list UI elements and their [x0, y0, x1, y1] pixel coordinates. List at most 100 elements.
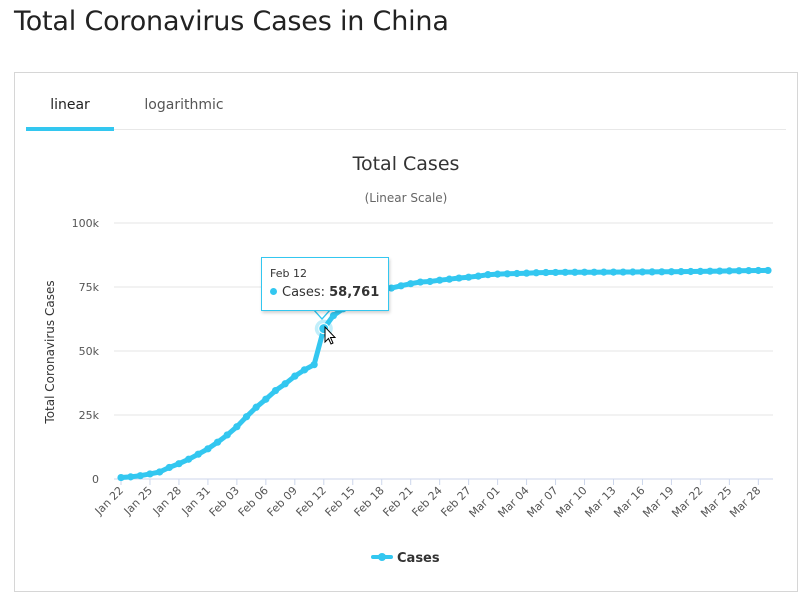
legend-label: Cases [397, 551, 440, 566]
data-point[interactable] [706, 267, 714, 275]
data-point[interactable] [522, 269, 531, 277]
data-point[interactable] [310, 361, 318, 369]
x-tick-label: Mar 16 [611, 484, 647, 520]
tooltip-series-name: Cases [282, 285, 321, 300]
data-point[interactable] [580, 268, 589, 276]
data-point[interactable] [223, 431, 231, 439]
data-point[interactable] [146, 470, 154, 478]
tooltip-line: Cases: 58,761 [270, 285, 379, 300]
page-title: Total Coronavirus Cases in China [14, 6, 449, 37]
y-tick-label: 25k [79, 409, 100, 422]
data-point[interactable] [735, 267, 743, 275]
x-tick-label: Feb 24 [409, 484, 444, 519]
x-tick-label: Feb 09 [265, 484, 300, 519]
data-point[interactable] [426, 277, 434, 286]
data-point[interactable] [764, 266, 772, 275]
x-tick-label: Jan 25 [121, 484, 155, 518]
chart-panel: linear logarithmic [14, 72, 798, 592]
x-tick-label: Mar 19 [640, 484, 676, 520]
x-tick-label: Mar 10 [553, 484, 589, 520]
data-point[interactable] [233, 423, 241, 431]
x-tick-label: Feb 12 [294, 484, 329, 519]
data-point[interactable] [638, 268, 647, 276]
data-point[interactable] [445, 275, 453, 283]
data-point[interactable] [629, 268, 637, 276]
y-tick-label: 50k [79, 345, 100, 358]
data-tooltip: Feb 12 Cases: 58,761 [261, 257, 389, 311]
tooltip-value: 58,761 [329, 285, 380, 300]
data-point[interactable] [252, 403, 260, 411]
data-point[interactable] [609, 268, 618, 276]
data-point[interactable] [542, 268, 550, 277]
data-point[interactable] [455, 274, 463, 282]
data-point[interactable] [204, 445, 212, 453]
data-point[interactable] [165, 463, 173, 472]
data-point[interactable] [677, 268, 685, 276]
chart-title: Total Cases [352, 153, 460, 175]
data-point[interactable] [136, 472, 144, 480]
data-point[interactable] [474, 272, 482, 280]
data-point[interactable] [213, 438, 222, 446]
data-point[interactable] [436, 276, 444, 284]
data-point[interactable] [696, 267, 705, 276]
data-point[interactable] [127, 473, 135, 481]
data-point[interactable] [416, 278, 424, 286]
data-point[interactable] [300, 366, 309, 374]
data-point[interactable] [117, 473, 125, 482]
data-point[interactable] [397, 282, 405, 290]
data-point[interactable] [532, 269, 540, 277]
data-point[interactable] [407, 280, 415, 288]
x-tick-label: Feb 21 [380, 484, 415, 519]
legend-symbol-dot [378, 553, 386, 561]
y-tick-label: 75k [79, 281, 100, 294]
tooltip-date: Feb 12 [270, 267, 307, 280]
tab-linear[interactable]: linear [26, 97, 114, 131]
data-point[interactable] [465, 273, 473, 281]
data-point[interactable] [291, 372, 299, 380]
data-point[interactable] [503, 270, 511, 278]
data-point[interactable] [484, 271, 492, 279]
data-point[interactable] [658, 268, 666, 276]
data-point[interactable] [329, 311, 338, 320]
y-tick-label: 100k [72, 217, 100, 230]
data-point[interactable] [600, 268, 608, 276]
data-point[interactable] [571, 268, 579, 276]
data-point[interactable] [184, 455, 193, 463]
legend[interactable]: Cases [371, 551, 440, 566]
data-point[interactable] [687, 267, 695, 276]
data-point[interactable] [754, 266, 762, 275]
series-cases [117, 266, 772, 482]
data-point[interactable] [175, 460, 183, 468]
data-point[interactable] [281, 380, 289, 388]
data-point[interactable] [387, 284, 395, 292]
data-point[interactable] [648, 268, 656, 276]
grid-lines [114, 222, 773, 480]
tab-logarithmic[interactable]: logarithmic [134, 97, 234, 129]
x-tick-label: Jan 31 [179, 484, 213, 518]
data-point[interactable] [494, 270, 502, 278]
data-point[interactable] [619, 268, 627, 276]
data-point[interactable] [262, 395, 270, 403]
data-point[interactable] [513, 269, 521, 278]
x-tick-label: Feb 18 [352, 484, 387, 519]
data-point[interactable] [551, 268, 560, 277]
tab-linear-label: linear [50, 97, 90, 113]
tooltip-series-dot-icon [270, 288, 277, 295]
data-point[interactable] [194, 450, 202, 458]
x-tick-label: Mar 01 [466, 484, 502, 520]
data-point[interactable] [667, 268, 676, 276]
data-point[interactable] [271, 386, 280, 395]
data-point[interactable] [590, 268, 598, 276]
data-point[interactable] [156, 468, 164, 476]
y-axis-title: Total Coronavirus Cases [43, 280, 57, 424]
data-point[interactable] [716, 267, 724, 275]
x-tick-label: Feb 03 [207, 484, 242, 519]
data-point[interactable] [745, 267, 753, 275]
data-point[interactable] [242, 413, 251, 421]
x-tick-label: Feb 15 [323, 484, 358, 519]
data-point[interactable] [725, 267, 733, 275]
x-tick-label: Feb 06 [236, 484, 271, 519]
x-tick-label: Mar 28 [727, 484, 763, 520]
data-point[interactable] [561, 268, 569, 276]
